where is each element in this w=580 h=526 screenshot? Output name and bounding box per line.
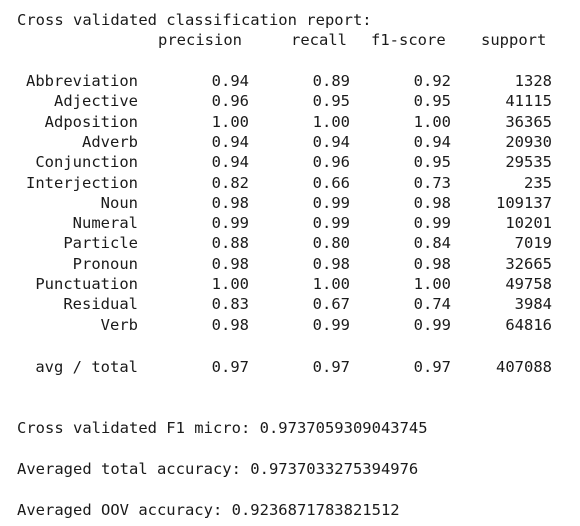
row-recall: 0.98 [312,255,350,273]
row-precision: 0.96 [211,92,249,110]
row-label: Adposition [44,113,138,131]
row-f1-score: 0.74 [413,295,451,313]
row-precision: 0.82 [211,174,249,192]
row-recall: 0.67 [312,295,350,313]
row-label: Adjective [54,92,138,110]
row-label: Adverb [82,133,138,151]
row-support: 1328 [514,72,552,90]
row-f1-score: 0.84 [413,234,451,252]
row-precision: 0.98 [211,316,249,334]
row-f1-score: 1.00 [413,113,451,131]
row-f1-score: 0.92 [413,72,451,90]
row-recall: 0.95 [312,92,350,110]
row-support: 32665 [505,255,552,273]
row-recall: 0.89 [312,72,350,90]
row-label: Verb [100,316,138,334]
row-precision: 0.88 [211,234,249,252]
header-support: support [481,31,547,49]
row-f1-score: 0.95 [413,153,451,171]
row-recall: 1.00 [312,275,350,293]
row-support: 235 [524,174,552,192]
row-label: Conjunction [35,153,138,171]
row-precision: 0.98 [211,194,249,212]
total-label: avg / total [35,358,138,376]
row-recall: 1.00 [312,113,350,131]
row-recall: 0.99 [312,214,350,232]
row-recall: 0.96 [312,153,350,171]
row-precision: 1.00 [211,113,249,131]
header-f1-score: f1-score [371,31,446,49]
oov-accuracy-line: Averaged OOV accuracy: 0.923687178382151… [17,501,400,519]
row-support: 49758 [505,275,552,293]
header-precision: precision [158,31,242,49]
row-precision: 0.94 [211,72,249,90]
row-recall: 0.99 [312,194,350,212]
row-precision: 0.99 [211,214,249,232]
row-label: Interjection [26,174,138,192]
row-label: Noun [100,194,138,212]
row-f1-score: 0.95 [413,92,451,110]
total-accuracy-line: Averaged total accuracy: 0.9737033275394… [17,460,419,478]
row-support: 64816 [505,316,552,334]
row-label: Pronoun [72,255,138,273]
row-precision: 0.83 [211,295,249,313]
row-f1-score: 0.73 [413,174,451,192]
header-recall: recall [291,31,347,49]
report-title: Cross validated classification report: [17,11,372,29]
row-f1-score: 0.99 [413,316,451,334]
row-recall: 0.94 [312,133,350,151]
row-label: Residual [63,295,138,313]
f1-micro-line: Cross validated F1 micro: 0.973705930904… [17,419,428,437]
row-support: 20930 [505,133,552,151]
row-label: Abbreviation [26,72,138,90]
total-precision: 0.97 [211,358,249,376]
row-f1-score: 0.94 [413,133,451,151]
row-precision: 1.00 [211,275,249,293]
row-f1-score: 0.98 [413,255,451,273]
total-support: 407088 [496,358,552,376]
row-precision: 0.94 [211,153,249,171]
row-support: 29535 [505,153,552,171]
row-support: 109137 [496,194,552,212]
total-recall: 0.97 [312,358,350,376]
row-recall: 0.66 [312,174,350,192]
row-precision: 0.94 [211,133,249,151]
row-f1-score: 0.98 [413,194,451,212]
row-support: 41115 [505,92,552,110]
row-recall: 0.99 [312,316,350,334]
row-label: Punctuation [35,275,138,293]
row-label: Numeral [72,214,138,232]
row-support: 10201 [505,214,552,232]
row-support: 7019 [514,234,552,252]
row-support: 36365 [505,113,552,131]
total-f1-score: 0.97 [413,358,451,376]
row-recall: 0.80 [312,234,350,252]
row-support: 3984 [514,295,552,313]
row-label: Particle [63,234,138,252]
row-f1-score: 1.00 [413,275,451,293]
row-precision: 0.98 [211,255,249,273]
row-f1-score: 0.99 [413,214,451,232]
